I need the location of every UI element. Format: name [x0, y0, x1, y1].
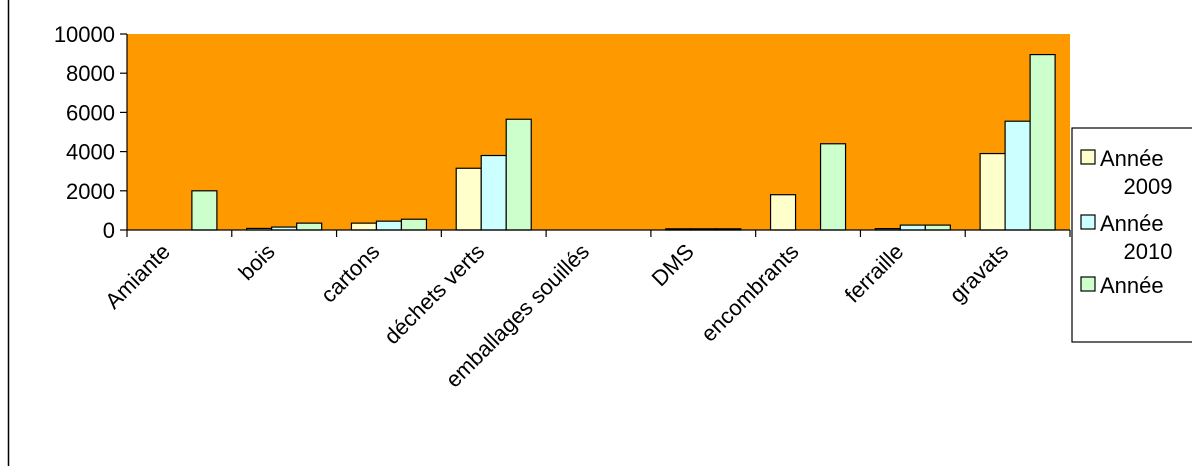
legend-label: Année: [1100, 211, 1164, 236]
bar-ferraille-series-2: [899, 224, 926, 231]
x-axis-ticks: [126, 230, 1071, 237]
legend-swatch: [1080, 276, 1096, 292]
legend: Année 2009 Année 2010 Année: [1071, 127, 1192, 343]
bar-Amiante-series-3: [191, 190, 218, 231]
y-axis-ticks: 0 2000 4000 6000 8000 10000: [54, 22, 127, 243]
y-tick-label: 2000: [66, 179, 115, 204]
y-tick-label: 10000: [54, 22, 115, 47]
bar-cartons-series-3: [400, 218, 428, 231]
bar-cartons-series-1: [350, 222, 378, 231]
bar-cartons-series-2: [375, 220, 403, 231]
legend-swatch: [1080, 214, 1096, 230]
bar-déchets-verts-series-1: [455, 167, 482, 231]
legend-label: 2010: [1124, 239, 1173, 264]
bar-gravats-series-1: [979, 152, 1006, 231]
bar-encombrants-series-3: [819, 143, 847, 231]
legend-swatch: [1080, 149, 1096, 165]
legend-label: Année: [1100, 146, 1164, 171]
y-tick-label: 6000: [66, 100, 115, 125]
y-tick-label: 4000: [66, 140, 115, 165]
bar-ferraille-series-3: [924, 224, 951, 231]
bar-gravats-series-2: [1004, 120, 1031, 231]
legend-label: Année: [1100, 273, 1164, 298]
plot-area: [127, 34, 1070, 230]
y-tick-label: 0: [103, 218, 115, 243]
bar-déchets-verts-series-2: [480, 154, 507, 231]
legend-label: 2009: [1124, 174, 1173, 199]
bar-bois-series-3: [296, 222, 323, 231]
bar-encombrants-series-1: [769, 194, 797, 231]
bar-gravats-series-3: [1029, 53, 1056, 231]
legend-items: Année 2009 Année 2010 Année: [1080, 146, 1173, 298]
bar-déchets-verts-series-3: [505, 118, 532, 231]
y-tick-label: 8000: [66, 61, 115, 86]
